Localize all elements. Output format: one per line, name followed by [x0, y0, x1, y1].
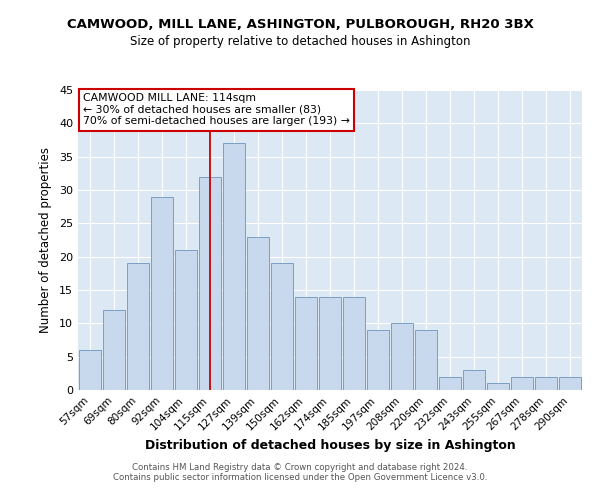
Bar — [487, 384, 509, 390]
Bar — [271, 264, 293, 390]
Text: Contains HM Land Registry data © Crown copyright and database right 2024.
Contai: Contains HM Land Registry data © Crown c… — [113, 463, 487, 482]
Y-axis label: Number of detached properties: Number of detached properties — [39, 147, 52, 333]
Bar — [391, 324, 413, 390]
Bar — [343, 296, 365, 390]
X-axis label: Distribution of detached houses by size in Ashington: Distribution of detached houses by size … — [145, 438, 515, 452]
Bar — [439, 376, 461, 390]
Bar — [151, 196, 173, 390]
Bar — [223, 144, 245, 390]
Bar — [535, 376, 557, 390]
Bar — [319, 296, 341, 390]
Bar — [463, 370, 485, 390]
Bar — [79, 350, 101, 390]
Text: CAMWOOD MILL LANE: 114sqm
← 30% of detached houses are smaller (83)
70% of semi-: CAMWOOD MILL LANE: 114sqm ← 30% of detac… — [83, 93, 350, 126]
Bar — [127, 264, 149, 390]
Bar — [295, 296, 317, 390]
Bar — [559, 376, 581, 390]
Text: Size of property relative to detached houses in Ashington: Size of property relative to detached ho… — [130, 35, 470, 48]
Bar — [175, 250, 197, 390]
Bar — [103, 310, 125, 390]
Bar — [511, 376, 533, 390]
Bar — [199, 176, 221, 390]
Bar — [415, 330, 437, 390]
Text: CAMWOOD, MILL LANE, ASHINGTON, PULBOROUGH, RH20 3BX: CAMWOOD, MILL LANE, ASHINGTON, PULBOROUG… — [67, 18, 533, 30]
Bar — [247, 236, 269, 390]
Bar — [367, 330, 389, 390]
